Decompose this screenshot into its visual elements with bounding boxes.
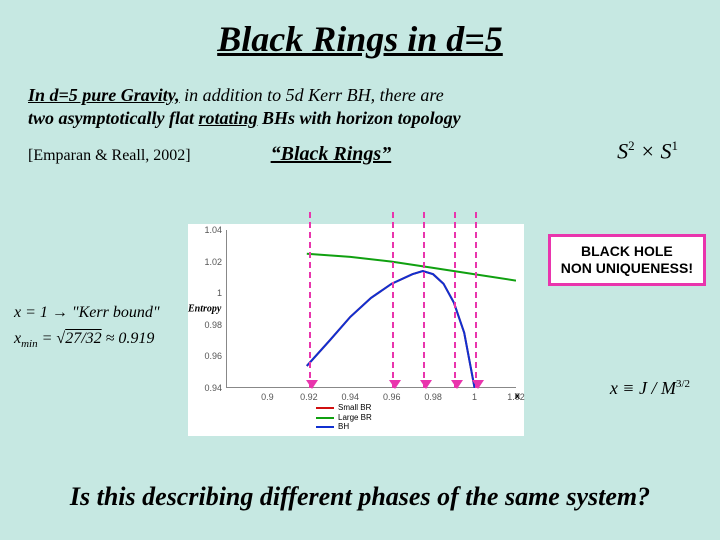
x-tick: 0.96: [377, 392, 407, 402]
y-axis-label: Entropy: [188, 304, 221, 315]
series-bh: [307, 271, 475, 388]
series-large-br: [307, 254, 516, 281]
callout-line2: NON UNIQUENESS!: [561, 260, 693, 277]
legend-label: Large BR: [338, 413, 372, 423]
y-tick: 0.98: [194, 320, 222, 330]
intro-l2a: two asymptotically flat: [28, 108, 198, 128]
x-tick: 0.92: [294, 392, 324, 402]
left-equations: x = 1 → "Kerr bound" xmin = √27/32 ≈ 0.9…: [14, 300, 160, 353]
citation: [Emparan & Reall, 2002]: [28, 147, 191, 165]
legend-swatch: [316, 417, 334, 419]
y-tick: 0.96: [194, 351, 222, 361]
eq-xmin: xmin = √27/32 ≈ 0.919: [14, 326, 160, 354]
chart-svg: [226, 230, 516, 388]
x-tick: 0.9: [252, 392, 282, 402]
intro-l2b: BHs with horizon topology: [258, 108, 461, 128]
black-rings-label: “Black Rings”: [271, 143, 392, 166]
citation-row: [Emparan & Reall, 2002] “Black Rings”: [28, 143, 692, 166]
eq-kerr-bound: x = 1 → "Kerr bound": [14, 300, 160, 326]
intro-mid: in addition to 5d Kerr BH, there are: [180, 85, 444, 105]
x-tick: 1.02: [501, 392, 531, 402]
dashed-arrow: [475, 212, 477, 388]
plot-area: Entropy x 1.041.0210.980.960.940.90.920.…: [226, 230, 516, 388]
page-title: Black Rings in d=5: [0, 0, 720, 60]
y-tick: 1.04: [194, 225, 222, 235]
y-tick: 0.94: [194, 383, 222, 393]
y-tick: 1.02: [194, 257, 222, 267]
y-tick: 1: [194, 288, 222, 298]
intro-text: In d=5 pure Gravity, in addition to 5d K…: [28, 84, 692, 129]
entropy-chart: Entropy x 1.041.0210.980.960.940.90.920.…: [188, 224, 524, 436]
intro-prefix: In d=5 pure Gravity,: [28, 85, 180, 105]
legend-label: Small BR: [338, 403, 371, 413]
x-definition: x ≡ J / M3/2: [610, 378, 690, 399]
legend-swatch: [316, 407, 334, 409]
legend-label: BH: [338, 422, 349, 432]
horizon-topology: S2 × S1: [617, 138, 678, 164]
dashed-arrow: [454, 212, 456, 388]
closing-question: Is this describing different phases of t…: [0, 481, 720, 512]
intro-rotating: rotating: [198, 108, 257, 128]
dashed-arrow: [423, 212, 425, 388]
x-tick: 0.98: [418, 392, 448, 402]
legend-swatch: [316, 426, 334, 428]
callout-line1: BLACK HOLE: [561, 243, 693, 260]
legend-item: Large BR: [316, 413, 372, 423]
eq1-lhs: x = 1 →: [14, 304, 72, 321]
legend-item: Small BR: [316, 403, 372, 413]
series-small-br: [307, 271, 475, 388]
x-tick: 1: [460, 392, 490, 402]
x-tick: 0.94: [335, 392, 365, 402]
legend-item: BH: [316, 422, 372, 432]
chart-legend: Small BRLarge BRBH: [316, 403, 372, 432]
callout-box: BLACK HOLE NON UNIQUENESS!: [548, 234, 706, 286]
dashed-arrow: [392, 212, 394, 388]
eq1-rhs: "Kerr bound": [72, 304, 160, 321]
dashed-arrow: [309, 212, 311, 388]
